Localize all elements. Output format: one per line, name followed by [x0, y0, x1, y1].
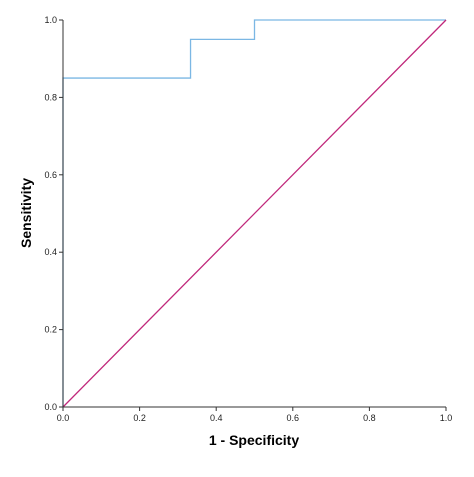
x-ticks: 0.0 0.2 0.4 0.6 0.8 1.0 [57, 407, 453, 423]
x-tick-label: 0.6 [287, 413, 300, 423]
y-tick-label: 0.0 [44, 402, 57, 412]
x-tick-label: 0.4 [210, 413, 223, 423]
y-tick-label: 0.4 [44, 247, 57, 257]
y-axis-title: Sensitivity [18, 178, 34, 248]
x-tick-label: 0.0 [57, 413, 70, 423]
x-tick-label: 0.2 [133, 413, 146, 423]
y-tick-label: 1.0 [44, 15, 57, 25]
x-tick-label: 1.0 [440, 413, 453, 423]
x-axis-title: 1 - Specificity [209, 432, 299, 448]
y-tick-label: 0.6 [44, 170, 57, 180]
y-tick-label: 0.8 [44, 92, 57, 102]
y-tick-label: 0.2 [44, 325, 57, 335]
y-ticks: 0.0 0.2 0.4 0.6 0.8 1.0 [44, 15, 63, 412]
reference-diagonal-line [62, 19, 447, 408]
x-tick-label: 0.8 [363, 413, 376, 423]
